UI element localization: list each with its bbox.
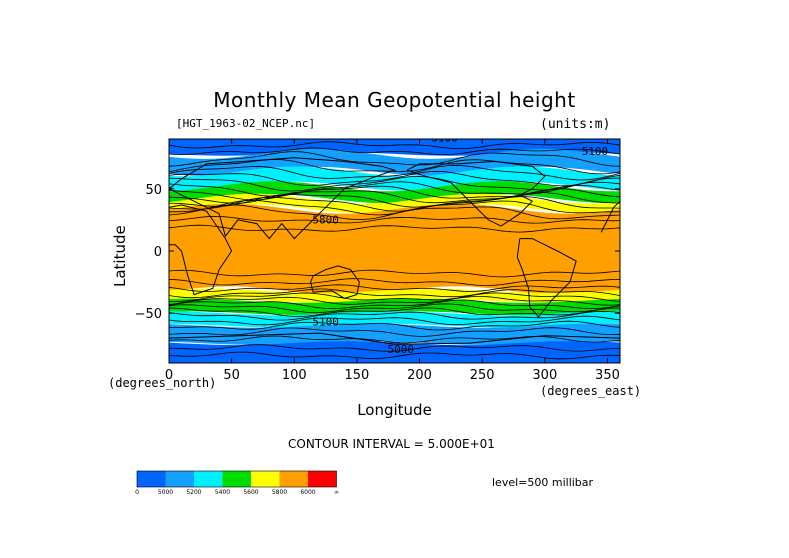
x-tick-label: 100 <box>282 368 307 383</box>
colorbar-frame <box>136 470 337 488</box>
contour-line <box>169 310 620 321</box>
contour-line <box>169 335 620 344</box>
colorbar-swatch <box>222 471 251 487</box>
contour-line <box>169 224 620 233</box>
file-label: [HGT_1963-02_NCEP.nc] <box>176 117 316 130</box>
contour-line <box>169 315 620 326</box>
level-label: level=500 millibar <box>492 476 594 489</box>
colorbar-tick-label: 5400 <box>215 489 230 496</box>
y-tick-label: 0 <box>154 245 162 260</box>
chart-title: Monthly Mean Geopotential height <box>213 88 576 112</box>
height-band <box>169 193 620 214</box>
colorbar-tick-label: 5000 <box>158 489 173 496</box>
contour-value-label: 5100 <box>312 316 339 329</box>
y-tick-label: 50 <box>145 183 162 198</box>
contour-line <box>169 215 620 224</box>
units-label: (units:m) <box>540 117 611 132</box>
axes: 0 50 100 150 200 250 300 350 −50 0 50 <box>135 138 621 383</box>
contour-line <box>169 151 620 167</box>
coastline <box>600 200 620 233</box>
coastline <box>169 157 397 240</box>
height-band <box>169 298 620 315</box>
x-tick-label: 200 <box>407 368 432 383</box>
x-axis-label: Longitude <box>357 401 432 419</box>
contour-line <box>169 181 620 197</box>
contour-line <box>169 288 620 299</box>
contour-value-label: 5100 <box>582 145 609 158</box>
colorbar-tick-label: 5600 <box>243 489 258 496</box>
field-layer: 5100 5800 5000 5100 5100 <box>169 131 620 363</box>
contour-line <box>169 269 620 278</box>
x-tick-label: 50 <box>223 368 240 383</box>
plot-area: 5100 5800 5000 5100 5100 <box>169 131 620 363</box>
contour-line <box>169 171 620 187</box>
colorbar-swatch <box>194 471 223 487</box>
contour-line <box>169 284 620 293</box>
colorbar: 0 5000 5200 5400 5600 5800 6000 ∞ <box>135 470 339 496</box>
contour-line <box>169 141 620 149</box>
contour-value-label: 5100 <box>431 131 458 144</box>
colorbar-tick-label: ∞ <box>334 489 339 496</box>
colorbar-tick-label: 5200 <box>186 489 201 496</box>
contour-line <box>169 164 620 181</box>
height-band <box>169 181 620 204</box>
colorbar-swatch <box>308 471 337 487</box>
height-band <box>169 148 620 176</box>
colorbar-swatch <box>251 471 280 487</box>
contour-line <box>169 320 620 331</box>
x-tick-label: 300 <box>532 368 557 383</box>
colorbar-swatch <box>137 471 166 487</box>
contour-line <box>169 185 620 201</box>
contour-interval-label: CONTOUR INTERVAL = 5.000E+01 <box>288 437 495 451</box>
coastline <box>406 160 546 227</box>
contour-line <box>169 344 620 352</box>
contour-line <box>169 192 620 208</box>
x-tick-label: 0 <box>165 368 173 383</box>
contour-line <box>169 327 620 337</box>
contour-line <box>169 303 620 314</box>
contour-line <box>169 159 620 175</box>
contour-line <box>169 307 620 317</box>
contour-line <box>169 299 620 310</box>
coastline <box>516 238 577 318</box>
x-tick-label: 250 <box>470 368 495 383</box>
contour-value-label: 5000 <box>388 343 415 356</box>
colorbar-swatch <box>279 471 308 487</box>
contour-line <box>169 292 620 302</box>
contour-line <box>169 204 620 220</box>
colorbar-tick-label: 6000 <box>300 489 315 496</box>
x-unit-label: (degrees_east) <box>540 384 642 398</box>
colorbar-tick-label: 5800 <box>272 489 287 496</box>
contour-line <box>169 278 620 286</box>
contour-value-label: 5800 <box>312 214 339 227</box>
contour-line <box>169 296 620 306</box>
coastline <box>169 204 233 296</box>
coastline <box>310 265 360 299</box>
x-tick-label: 150 <box>345 368 370 383</box>
contour-line <box>169 147 620 156</box>
colorbar-tick-label: 0 <box>135 489 139 496</box>
colorbar-swatch <box>165 471 194 487</box>
contour-line <box>169 351 620 360</box>
x-tick-label: 350 <box>595 368 620 383</box>
coastline <box>169 332 620 345</box>
y-tick-label: −50 <box>135 307 162 322</box>
height-band <box>169 203 620 296</box>
y-unit-label: (degrees_north) <box>108 376 217 390</box>
